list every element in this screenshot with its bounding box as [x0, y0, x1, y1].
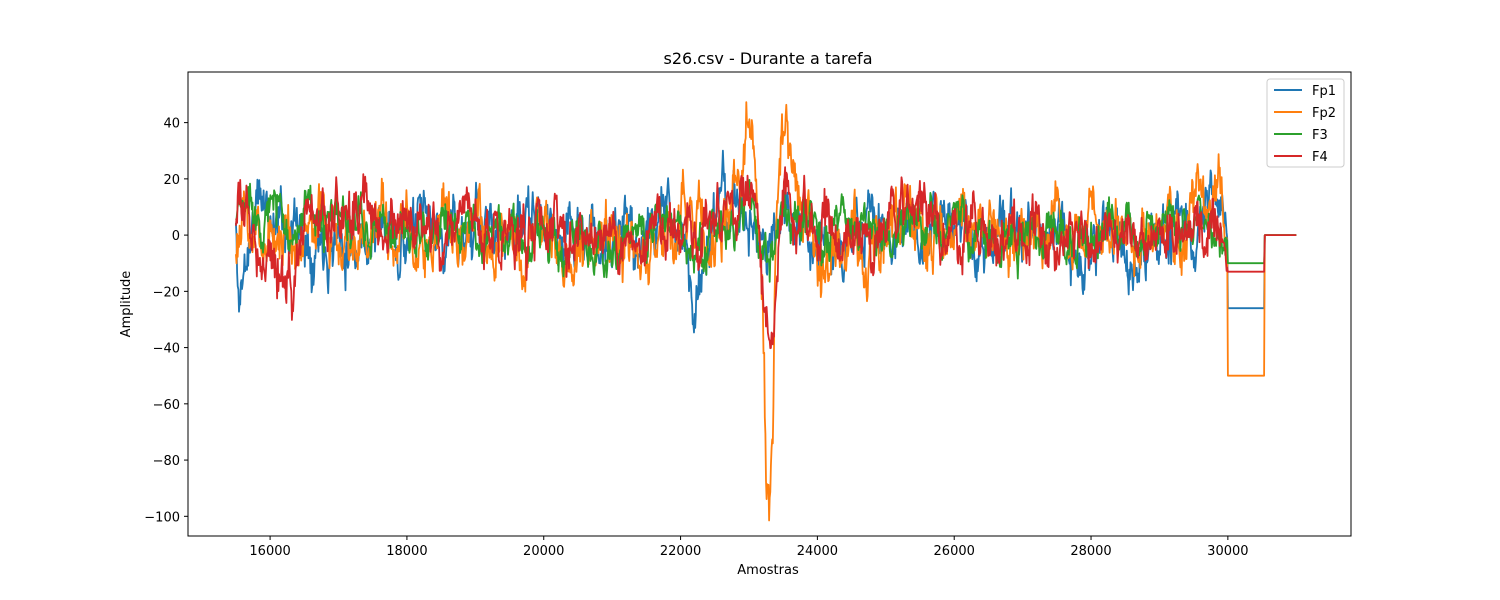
plot-frame [187, 71, 1352, 537]
x-tick-label: 16000 [249, 544, 290, 559]
y-tick-label: −80 [153, 454, 180, 469]
legend-box [1266, 78, 1345, 168]
legend-label-fp1: Fp1 [1312, 84, 1336, 99]
x-tick-label: 26000 [934, 544, 975, 559]
legend-label-f3: F3 [1312, 128, 1328, 143]
x-axis-label: Amostras [737, 563, 799, 578]
y-tick-label: −20 [153, 285, 180, 300]
x-tick-label: 24000 [797, 544, 838, 559]
y-axis: −100 −80 −60 −40 −20 0 20 40 [144, 117, 188, 525]
x-axis: 16000 18000 20000 22000 24000 26000 28000 30000 [249, 536, 1249, 559]
x-tick-label: 18000 [386, 544, 427, 559]
y-tick-label: 0 [172, 229, 180, 244]
series-line-f4 [235, 166, 1297, 350]
y-tick-label: 20 [163, 173, 180, 188]
y-axis-label: Amplitude [119, 271, 134, 338]
x-tick-label: 22000 [660, 544, 701, 559]
x-tick-label: 30000 [1207, 544, 1248, 559]
y-tick-label: −40 [153, 342, 180, 357]
y-tick-label: −100 [144, 510, 180, 525]
legend-label-f4: F4 [1312, 150, 1328, 165]
x-tick-label: 20000 [523, 544, 564, 559]
chart-title: s26.csv - Durante a tarefa [664, 49, 873, 68]
y-tick-label: −60 [153, 398, 180, 413]
series-layer [235, 101, 1297, 522]
y-tick-label: 40 [163, 117, 180, 132]
legend: Fp1 Fp2 F3 F4 [1266, 78, 1345, 168]
x-tick-label: 28000 [1070, 544, 1111, 559]
legend-label-fp2: Fp2 [1312, 106, 1336, 121]
